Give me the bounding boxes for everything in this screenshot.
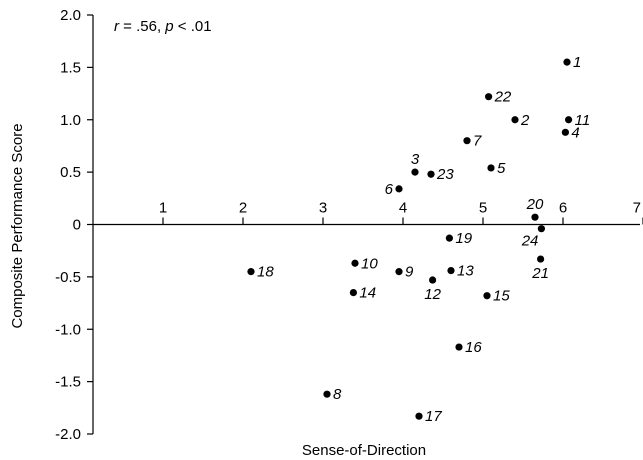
data-point-label: 14 — [359, 285, 376, 302]
data-point — [349, 288, 357, 297]
axes — [92, 15, 640, 434]
data-point-label: 9 — [405, 264, 414, 281]
data-point-label: 16 — [465, 339, 482, 356]
data-point — [415, 412, 423, 420]
data-point-label: 19 — [455, 230, 472, 247]
data-point-label: 22 — [494, 89, 512, 106]
r-value: = .56, — [119, 18, 165, 35]
y-tick-label: 0.5 — [60, 164, 81, 181]
data-point — [445, 234, 453, 242]
data-point — [455, 343, 463, 351]
data-point — [447, 266, 455, 275]
data-point-label: 24 — [521, 233, 539, 250]
data-point — [531, 213, 539, 221]
data-point — [429, 276, 437, 284]
y-axis-label: Composite Performance Score — [9, 123, 26, 328]
data-point-label: 1 — [573, 54, 581, 71]
data-point — [247, 268, 255, 276]
data-point — [485, 93, 493, 101]
data-point-label: 13 — [457, 263, 474, 280]
y-tick-label: -0.5 — [55, 269, 81, 286]
data-point-label: 12 — [424, 286, 441, 303]
data-point-label: 3 — [411, 151, 420, 168]
x-tick-label: 6 — [559, 200, 567, 217]
axis-ticks: 2.01.51.00.50-0.5-1.0-1.5-2.01 2 3 4 5 6 7 — [55, 7, 643, 443]
y-tick-label: 2.0 — [60, 7, 81, 24]
x-tick-label: 7 — [633, 200, 641, 217]
r-symbol: r — [114, 18, 120, 35]
correlation-annotation: r = .56, p < .01 — [114, 18, 212, 35]
data-point-label: 20 — [526, 196, 544, 213]
data-point — [395, 268, 403, 276]
y-tick-label: -2.0 — [55, 426, 81, 443]
data-point-label: 2 — [520, 112, 530, 129]
y-tick-label: -1.0 — [55, 321, 81, 338]
x-axis-label: Sense-of-Direction — [302, 442, 426, 459]
y-tick-label: 0 — [73, 217, 81, 234]
y-tick-label: 1.5 — [60, 59, 81, 76]
data-point-label: 15 — [493, 288, 510, 305]
data-point — [395, 185, 403, 193]
y-tick-label: -1.5 — [55, 374, 81, 391]
data-point — [351, 259, 359, 267]
x-tick-label: 5 — [479, 200, 487, 217]
x-tick-label: 3 — [319, 200, 327, 217]
data-point-label: 7 — [473, 133, 482, 150]
data-point — [563, 58, 571, 66]
data-point — [323, 390, 331, 398]
x-tick-label: 4 — [399, 200, 407, 217]
data-point — [561, 128, 570, 136]
data-point-label: 23 — [436, 166, 454, 183]
data-point — [411, 168, 419, 176]
data-point — [483, 292, 491, 300]
data-point — [537, 255, 545, 263]
data-point — [511, 116, 519, 124]
data-point-label: 4 — [571, 124, 579, 141]
data-point-label: 8 — [333, 386, 342, 403]
data-point-label: 11 — [575, 112, 591, 129]
data-point — [463, 137, 471, 145]
data-point-label: 6 — [385, 181, 394, 198]
data-point-label: 18 — [257, 264, 274, 281]
data-point-label: 21 — [531, 265, 549, 282]
x-tick-label: 2 — [239, 200, 247, 217]
y-tick-label: 1.0 — [60, 112, 81, 129]
data-point — [537, 225, 546, 233]
data-point — [487, 164, 495, 172]
p-symbol: p — [164, 18, 173, 35]
data-point — [565, 116, 573, 124]
x-tick-label: 1 — [159, 200, 167, 217]
data-point-label: 10 — [361, 255, 378, 272]
data-point — [427, 170, 435, 178]
data-point-label: 17 — [425, 408, 442, 425]
p-value: < .01 — [174, 18, 212, 35]
data-point-label: 5 — [497, 160, 506, 177]
